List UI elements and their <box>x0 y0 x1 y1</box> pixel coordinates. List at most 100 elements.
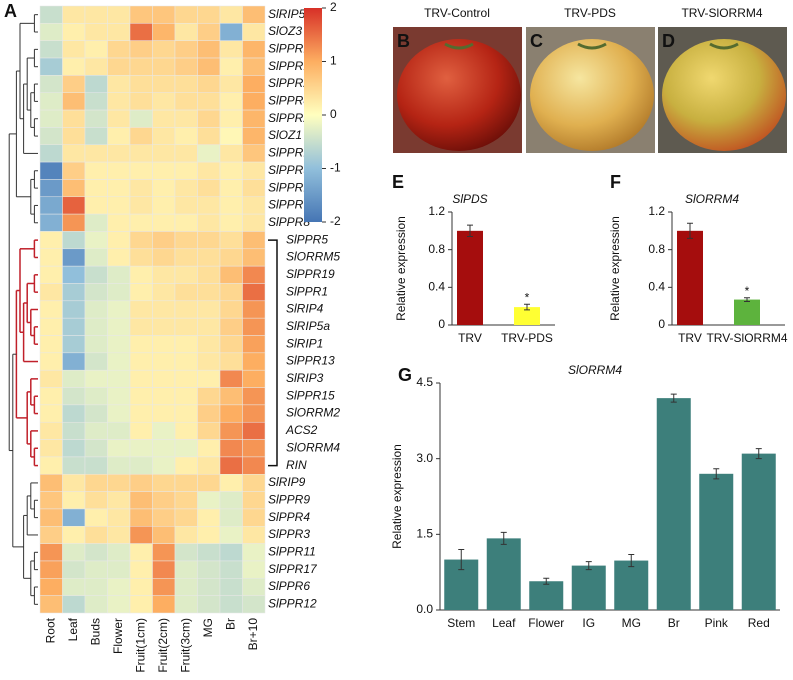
heatmap-cell <box>62 92 86 111</box>
column-label: Fruit(3cm) <box>178 618 192 673</box>
row-label: SlPPR3 <box>268 527 310 541</box>
heatmap-cell <box>174 300 198 319</box>
heatmap-cell <box>152 109 176 128</box>
panel-label: A <box>4 1 17 21</box>
heatmap-cell <box>62 161 86 180</box>
heatmap-cell <box>39 421 63 440</box>
y-axis-title: Relative expression <box>608 216 622 321</box>
heatmap-cell <box>152 560 176 579</box>
heatmap-cell <box>219 387 243 406</box>
heatmap-cell <box>107 248 131 267</box>
heatmap-cell <box>129 40 153 59</box>
heatmap-cell <box>219 127 243 145</box>
heatmap-cell <box>152 491 176 510</box>
y-tick-label: 1.5 <box>416 527 433 541</box>
heatmap-cell <box>62 508 86 527</box>
significance-mark: * <box>525 290 530 304</box>
column-label: Br+10 <box>246 618 260 651</box>
heatmap-cell <box>39 352 63 371</box>
heatmap-cell <box>242 179 266 198</box>
heatmap-cell <box>84 317 108 336</box>
heatmap-cell <box>174 543 198 562</box>
heatmap-cell <box>197 404 221 423</box>
heatmap-cell <box>219 144 243 163</box>
heatmap-cell <box>129 335 153 354</box>
heatmap-cell <box>242 5 266 24</box>
heatmap-cell <box>219 439 243 458</box>
heatmap-cell <box>129 543 153 562</box>
heatmap-cell <box>39 526 63 544</box>
heatmap-cell <box>107 335 131 354</box>
heatmap-cell <box>242 127 266 145</box>
heatmap-cell <box>174 248 198 267</box>
x-tick-label: TRV-SlORRM4 <box>706 331 787 345</box>
heatmap-cell <box>62 283 86 302</box>
heatmap-cell <box>242 231 266 250</box>
y-tick-label: 1.2 <box>648 204 665 218</box>
heatmap-cell <box>242 92 266 111</box>
row-label: SlPPR13 <box>286 354 335 368</box>
bar <box>529 581 564 610</box>
heatmap-cell <box>219 283 243 302</box>
heatmap-cell <box>39 335 63 354</box>
heatmap-cell <box>39 265 63 284</box>
column-label: Br <box>223 618 237 630</box>
row-label: SlRIP1 <box>286 336 323 350</box>
heatmap-cell <box>152 265 176 284</box>
heatmap-cell <box>174 474 198 492</box>
heatmap-cell <box>39 387 63 406</box>
heatmap-cell <box>219 179 243 198</box>
heatmap-cell <box>39 144 63 163</box>
row-label: SlPPR1 <box>286 284 328 298</box>
heatmap-cell <box>84 439 108 458</box>
heatmap-cell <box>84 265 108 284</box>
heatmap-cell <box>197 265 221 284</box>
heatmap-cell <box>107 127 131 145</box>
heatmap-cell <box>152 40 176 59</box>
heatmap-cell <box>107 491 131 510</box>
row-label: SlPPR19 <box>286 267 335 281</box>
x-tick-label: Stem <box>447 616 475 630</box>
heatmap-cell <box>107 300 131 319</box>
heatmap-cell <box>242 196 266 215</box>
heatmap-cell <box>84 92 108 111</box>
heatmap-cell <box>174 144 198 163</box>
tomato <box>397 39 521 151</box>
heatmap-cell <box>62 40 86 59</box>
heatmap-cell <box>107 109 131 128</box>
heatmap-cell <box>242 248 266 267</box>
heatmap-cell <box>39 231 63 250</box>
heatmap-cell <box>242 456 266 475</box>
row-label: SlPPR12 <box>268 597 317 611</box>
heatmap-cell <box>152 526 176 544</box>
heatmap-cell <box>129 213 153 232</box>
heatmap-cell <box>39 474 63 492</box>
heatmap-cell <box>197 456 221 475</box>
error-bar <box>458 548 465 571</box>
heatmap-cell <box>39 196 63 215</box>
column-label: Flower <box>111 618 125 654</box>
colorbar-tick-label: 1 <box>330 54 337 68</box>
heatmap-cell <box>39 161 63 180</box>
heatmap-cell <box>39 248 63 267</box>
heatmap-cell <box>242 57 266 76</box>
heatmap-cell <box>62 491 86 510</box>
heatmap-cell <box>174 508 198 527</box>
column-label: Leaf <box>66 617 80 641</box>
heatmap-cell <box>197 421 221 440</box>
heatmap-cell <box>39 109 63 128</box>
tomato-stem <box>577 42 607 50</box>
heatmap-cell <box>84 196 108 215</box>
heatmap-cell <box>129 92 153 111</box>
heatmap-cell <box>84 213 108 232</box>
column-label: Fruit(1cm) <box>133 618 147 673</box>
heatmap-cell <box>129 57 153 76</box>
row-label: SlPPR11 <box>268 544 316 558</box>
error-bar <box>543 577 550 585</box>
heatmap-cell <box>174 92 198 111</box>
heatmap-cell <box>242 317 266 336</box>
heatmap-cell <box>219 161 243 180</box>
heatmap-cell <box>84 144 108 163</box>
heatmap-cell <box>84 560 108 579</box>
tomato <box>662 39 786 151</box>
